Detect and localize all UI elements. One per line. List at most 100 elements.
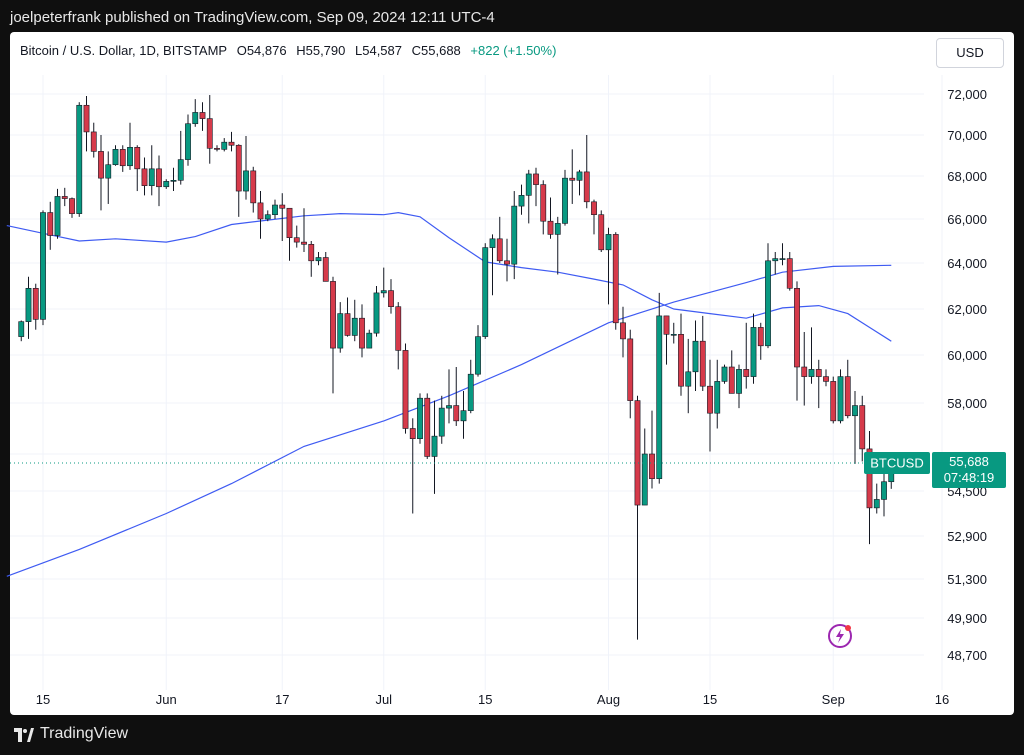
candle-body	[728, 366, 735, 394]
candle	[460, 391, 467, 439]
candle	[424, 393, 431, 459]
candle	[475, 325, 481, 377]
candle-body	[308, 244, 315, 262]
candle-body	[279, 204, 286, 209]
candle-body	[417, 397, 423, 440]
candle	[388, 279, 394, 314]
candle-body	[25, 287, 32, 322]
candle-body	[794, 287, 800, 368]
candle-body	[344, 313, 351, 336]
candle	[554, 216, 561, 275]
candle-body	[243, 170, 249, 192]
candle	[366, 329, 373, 349]
candle	[844, 359, 851, 419]
candle	[772, 252, 779, 275]
candle	[344, 297, 351, 337]
candle-body	[779, 258, 786, 260]
candle-body	[511, 205, 518, 265]
candle-body	[620, 322, 626, 340]
candle	[25, 276, 32, 339]
candle-body	[235, 144, 242, 192]
candle	[496, 216, 503, 263]
x-tick-label: 15	[703, 692, 717, 707]
candle-body	[431, 435, 438, 457]
candle	[786, 252, 793, 291]
candle-body	[496, 238, 503, 262]
candle	[692, 320, 699, 391]
candle-body	[366, 332, 373, 349]
candle	[156, 155, 162, 207]
candle	[127, 122, 133, 170]
currency-button[interactable]: USD	[936, 38, 1004, 68]
candle	[112, 145, 119, 166]
candle-body	[32, 287, 39, 320]
candle-body	[185, 123, 191, 160]
candle	[163, 179, 170, 189]
y-tick-label: 70,000	[947, 128, 987, 143]
candle	[76, 102, 83, 217]
candle	[634, 395, 641, 640]
candle-body	[54, 196, 61, 236]
candle	[656, 292, 663, 484]
candle-body	[148, 168, 155, 186]
candle	[177, 130, 184, 185]
ma-short-line	[6, 211, 892, 342]
candle-body	[721, 366, 728, 382]
candle-body	[757, 327, 764, 347]
candle-body	[525, 173, 532, 196]
candlestick-series	[18, 95, 895, 640]
candle	[192, 99, 199, 127]
candle-body	[18, 321, 25, 337]
candle	[547, 197, 554, 239]
candle	[69, 197, 75, 218]
candle-body	[714, 381, 721, 414]
candle-body	[446, 405, 452, 409]
candle	[533, 167, 539, 207]
candle	[98, 135, 104, 211]
candle-body	[330, 281, 336, 349]
candle	[40, 210, 46, 326]
candle-body	[69, 198, 75, 214]
candle-body	[83, 104, 90, 133]
candle	[852, 391, 858, 464]
candle	[649, 410, 655, 489]
high-value: H55,790	[296, 43, 346, 58]
candle	[779, 243, 786, 266]
candle	[685, 338, 692, 414]
close-value: C55,688	[411, 43, 461, 58]
chart-panel[interactable]: Bitcoin / U.S. Dollar, 1D, BITSTAMP O54,…	[10, 32, 1014, 715]
symbol-title: Bitcoin / U.S. Dollar, 1D, BITSTAMP	[20, 43, 228, 58]
candle	[562, 169, 568, 226]
candle-body	[649, 453, 655, 479]
ma-long-line	[6, 264, 892, 577]
candle	[32, 283, 39, 330]
candle	[830, 376, 837, 424]
candle-body	[554, 223, 561, 235]
candle-body	[656, 315, 663, 479]
candle	[148, 145, 155, 196]
candle-body	[228, 141, 235, 146]
candle	[540, 180, 547, 235]
candle	[453, 367, 460, 426]
price-tag-value: 55,688	[949, 454, 989, 469]
low-value: L54,587	[355, 43, 402, 58]
candle-body	[337, 313, 344, 349]
candle	[808, 327, 815, 384]
candle	[214, 145, 220, 152]
candle-body	[119, 149, 126, 167]
candle	[598, 210, 605, 252]
candle-body	[678, 333, 684, 387]
candle	[409, 418, 416, 514]
candle	[482, 243, 489, 339]
candle-body	[475, 336, 481, 375]
candle	[518, 184, 525, 215]
candle	[489, 234, 496, 296]
candle-body	[547, 220, 554, 235]
lightning-icon[interactable]	[826, 622, 854, 650]
symbol-tag-bg	[864, 452, 930, 474]
candle	[206, 95, 213, 164]
candle-body	[569, 177, 576, 181]
candle-body	[90, 131, 97, 152]
candle	[279, 193, 286, 241]
